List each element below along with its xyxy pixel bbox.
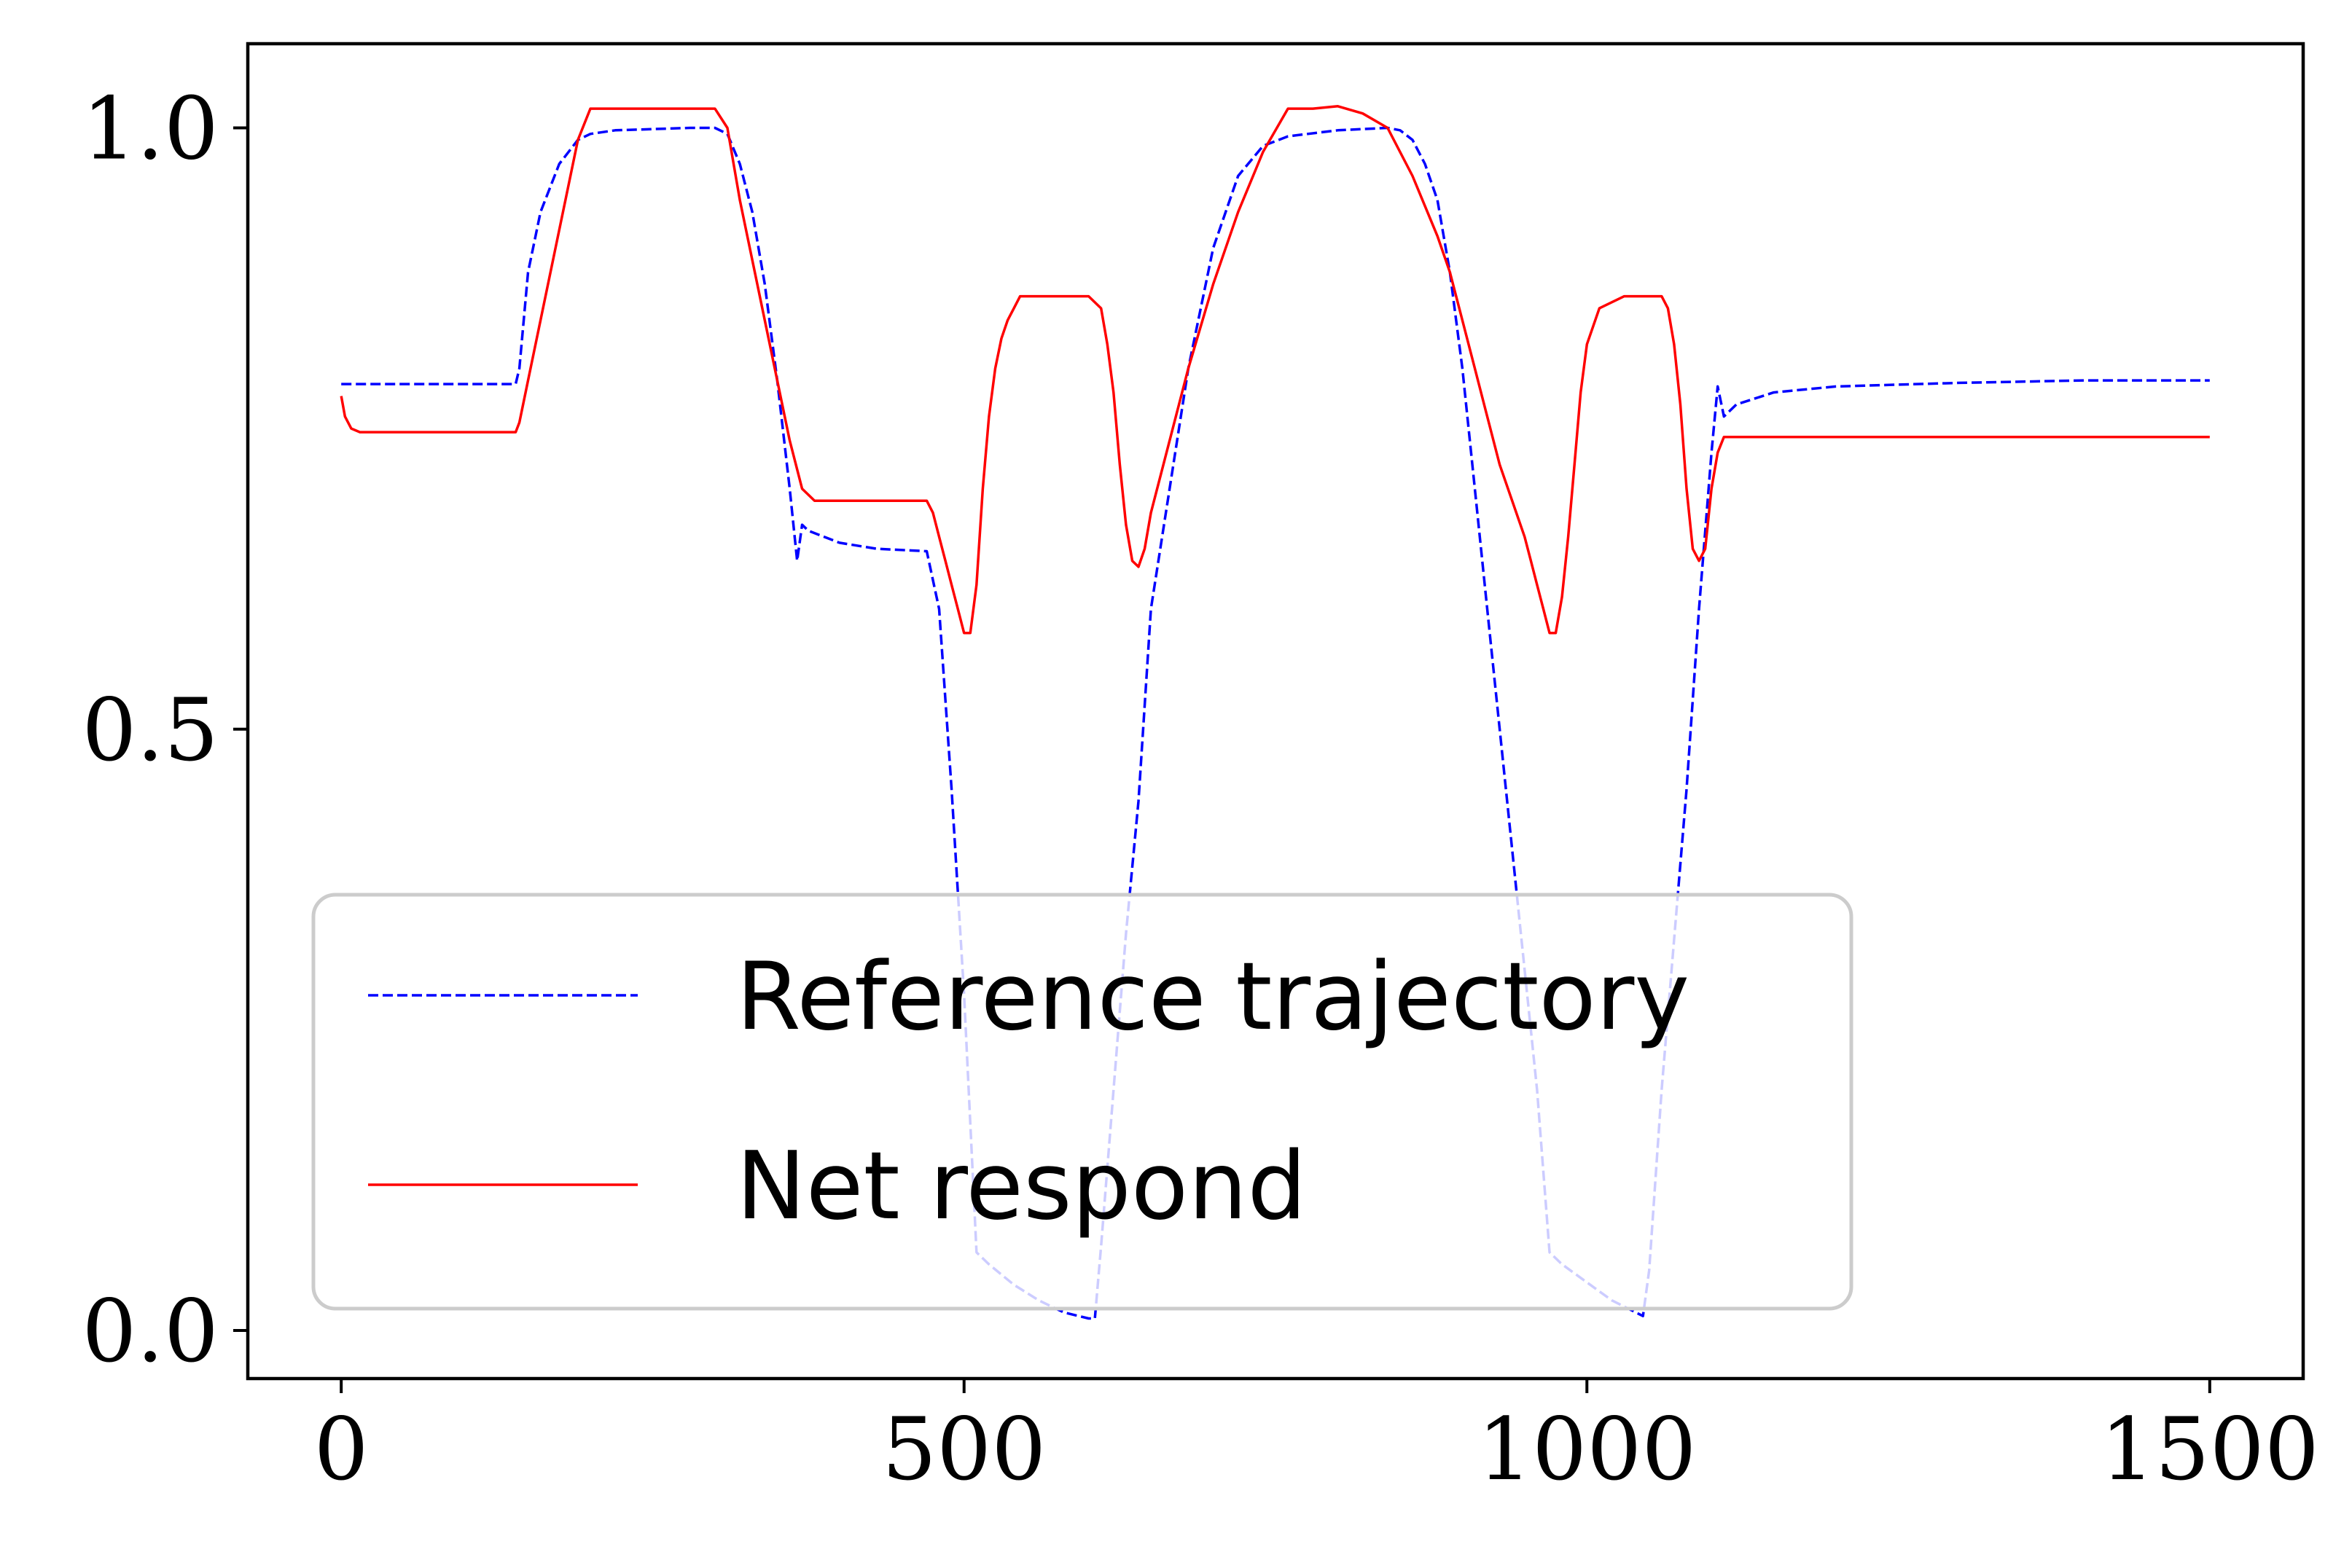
axes: 0 500 1000 1500 0.0 0.5 1.0 — [82, 79, 2319, 1500]
plot-frame — [246, 42, 2305, 1381]
legend: Reference trajectory Net respond — [311, 893, 1853, 1311]
x-tick-label: 1500 — [2101, 1399, 2319, 1500]
series-line-net-respond — [340, 105, 2210, 635]
y-tick-label: 0.5 — [82, 680, 219, 780]
legend-label-net: Net respond — [736, 1132, 1307, 1241]
y-tick-label: 0.0 — [82, 1281, 219, 1381]
y-tick-label: 1.0 — [82, 79, 219, 179]
x-tick-label: 0 — [314, 1399, 369, 1500]
x-tick-label: 500 — [882, 1399, 1046, 1500]
legend-label-reference: Reference trajectory — [736, 943, 1689, 1051]
legend-frame — [311, 893, 1853, 1311]
x-tick-label: 1000 — [1477, 1399, 1696, 1500]
